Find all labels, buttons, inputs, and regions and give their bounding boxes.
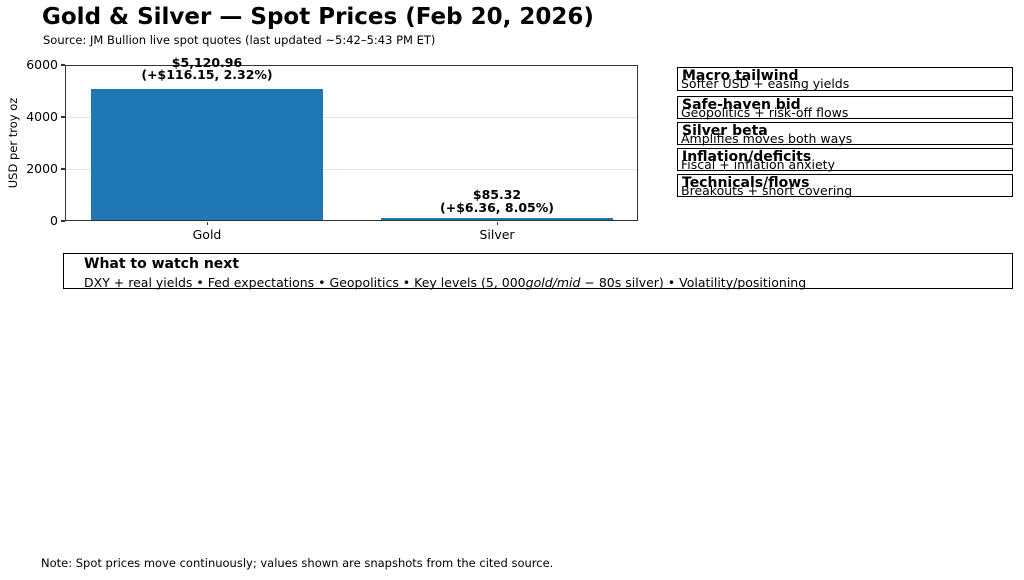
y-tick-mark bbox=[60, 220, 65, 222]
footnote: Note: Spot prices move continuously; val… bbox=[41, 556, 554, 570]
factor-box-inflation-deficits: Inflation/deficits Fiscal + inflation an… bbox=[677, 148, 1013, 171]
y-tick-mark bbox=[60, 168, 65, 170]
bar-change-label: (+$116.15, 2.32%) bbox=[141, 67, 273, 82]
watch-box: What to watch next DXY + real yields • F… bbox=[63, 253, 1013, 290]
factor-box-macro-tailwind: Macro tailwind Softer USD + easing yield… bbox=[677, 67, 1013, 91]
y-tick-label: 2000 bbox=[26, 161, 58, 176]
bar-silver bbox=[381, 217, 613, 220]
x-tick-mark bbox=[206, 221, 208, 225]
factor-title: Silver beta bbox=[682, 123, 768, 139]
factor-title: Inflation/deficits bbox=[682, 149, 812, 165]
factor-detail: Amplifies moves both ways bbox=[681, 131, 853, 146]
bar-change-label: (+$6.36, 8.05%) bbox=[440, 199, 554, 215]
factor-detail: Fiscal + inflation anxiety bbox=[681, 157, 835, 172]
watch-text-suffix: − 80s silver) • Volatility/positioning bbox=[580, 274, 807, 290]
y-tick-label: 6000 bbox=[26, 57, 58, 72]
x-tick-label-silver: Silver bbox=[479, 227, 515, 242]
factor-box-technicals-flows: Technicals/flows Breakouts + short cover… bbox=[677, 174, 1013, 197]
bar-gold bbox=[91, 88, 323, 220]
watch-text-italic: gold/mid bbox=[525, 274, 581, 290]
bar-value-label: $85.32 bbox=[472, 187, 522, 202]
y-axis-label: USD per troy oz bbox=[6, 97, 20, 189]
page-title: Gold & Silver — Spot Prices (Feb 20, 202… bbox=[42, 4, 594, 30]
y-tick-label: 0 bbox=[50, 213, 58, 228]
y-tick-mark bbox=[60, 116, 65, 118]
bar-annotation-silver: $85.32 (+$6.36, 8.05%) bbox=[440, 187, 554, 215]
y-tick-label: 4000 bbox=[26, 109, 58, 124]
bar-annotation-gold: $5,120.96 (+$116.15, 2.32%) bbox=[141, 54, 273, 82]
factor-box-safe-haven-bid: Safe-haven bid Geopolitics + risk-off fl… bbox=[677, 96, 1013, 119]
factor-detail: Breakouts + short covering bbox=[681, 183, 853, 198]
factor-box-silver-beta: Silver beta Amplifies moves both ways bbox=[677, 122, 1013, 145]
watch-text-prefix: DXY + real yields • Fed expectations • G… bbox=[84, 274, 526, 290]
bar-value-label: $5,120.96 bbox=[171, 54, 243, 70]
factor-title: Technicals/flows bbox=[682, 175, 810, 191]
watch-box-line: DXY + real yields • Fed expectations • G… bbox=[84, 275, 806, 290]
factor-detail: Softer USD + easing yields bbox=[681, 76, 850, 91]
plot-area bbox=[65, 65, 638, 221]
x-tick-mark bbox=[496, 221, 498, 225]
gridline-2000 bbox=[66, 169, 637, 170]
watch-box-title: What to watch next bbox=[84, 256, 240, 272]
gridline-4000 bbox=[66, 117, 637, 118]
y-tick-mark bbox=[60, 64, 65, 66]
x-tick-label-gold: Gold bbox=[192, 227, 222, 242]
factor-detail: Geopolitics + risk-off flows bbox=[681, 105, 849, 120]
page-subtitle: Source: JM Bullion live spot quotes (las… bbox=[43, 33, 436, 47]
factor-title: Macro tailwind bbox=[682, 68, 799, 84]
factor-title: Safe-haven bid bbox=[682, 97, 801, 113]
